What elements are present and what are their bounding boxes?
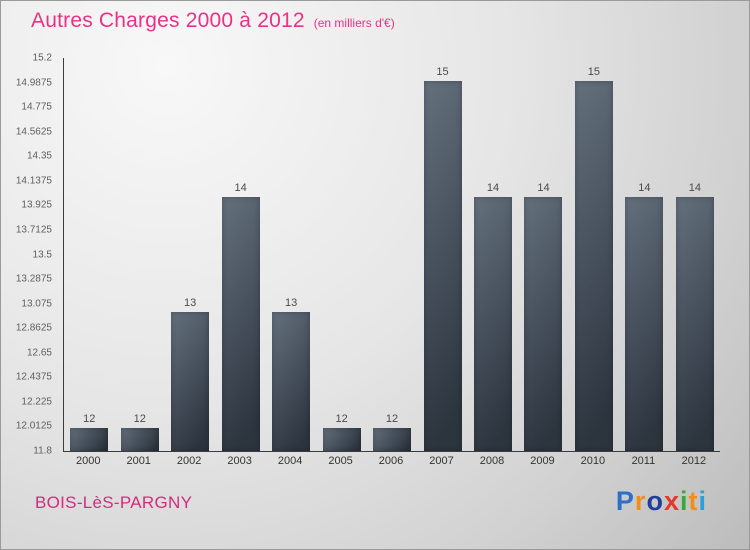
bar-slot: 14 — [670, 58, 720, 451]
y-tick-label: 14.775 — [21, 101, 52, 113]
x-tick-label: 2011 — [631, 455, 656, 467]
bar-slot: 12 — [64, 58, 114, 451]
bar-slot: 12 — [367, 58, 417, 451]
bar-slot: 12 — [316, 58, 366, 451]
bar-value-label: 13 — [184, 297, 197, 310]
bar — [171, 312, 210, 451]
y-tick-label: 13.075 — [21, 298, 52, 310]
x-tick-label: 2010 — [580, 455, 606, 467]
bar-slot: 13 — [165, 58, 215, 451]
logo-letter: t — [688, 486, 699, 516]
x-tick-label: 2003 — [227, 455, 252, 467]
bar-slot: 12 — [114, 58, 164, 451]
bar-slot: 14 — [518, 58, 568, 451]
bar — [120, 427, 159, 451]
bar — [70, 427, 109, 451]
bar-value-label: 12 — [335, 412, 348, 425]
chart-header: Autres Charges 2000 à 2012 (en milliers … — [31, 9, 395, 33]
logo-letter: P — [615, 486, 635, 516]
x-tick-label: 2005 — [328, 455, 353, 467]
bar-value-label: 14 — [234, 181, 247, 194]
x-tick-label: 2004 — [277, 455, 303, 467]
x-tick-label: 2009 — [530, 455, 555, 467]
plot-area: 12 12 13 14 13 12 12 15 14 14 15 14 14 — [63, 58, 720, 452]
y-tick-label: 11.8 — [33, 445, 52, 457]
y-tick-label: 13.5 — [32, 249, 52, 260]
bar-slot: 15 — [569, 58, 619, 451]
x-axis-labels: 2000 2001 2002 2003 2004 2005 2006 2007 2008 2009… — [63, 455, 719, 467]
chart-subtitle: (en milliers d'€) — [313, 16, 395, 30]
bar — [524, 196, 563, 451]
logo-letter: x — [663, 486, 680, 516]
bar — [625, 196, 664, 451]
x-tick-label: 2001 — [126, 455, 151, 467]
bar-slot: 14 — [619, 58, 669, 451]
bar-value-label: 15 — [587, 66, 601, 79]
bar-value-label: 14 — [638, 181, 651, 194]
location-label: BOIS-LèS-PARGNY — [35, 493, 193, 512]
logo-letter: i — [679, 486, 689, 516]
bar-slot: 15 — [417, 58, 467, 451]
bar-value-label: 14 — [537, 181, 550, 194]
proxiti-logo: Proxiti — [616, 486, 707, 517]
bar-slot: 14 — [215, 58, 265, 451]
bar-value-label: 12 — [83, 412, 96, 425]
x-tick-label: 2012 — [681, 455, 707, 467]
bar-value-label: 13 — [284, 297, 298, 310]
bar — [322, 427, 361, 451]
bar — [221, 196, 260, 451]
logo-letter: r — [634, 486, 647, 516]
x-tick-label: 2000 — [75, 455, 101, 467]
bar-value-label: 15 — [436, 66, 449, 79]
bar-value-label: 14 — [688, 181, 701, 194]
bar — [272, 312, 311, 451]
y-tick-label: 14.5625 — [15, 126, 52, 138]
bar — [473, 196, 512, 451]
bar-value-label: 12 — [133, 412, 146, 425]
bar-slot: 13 — [266, 58, 316, 451]
y-tick-label: 14.35 — [26, 150, 52, 162]
x-tick-label: 2008 — [479, 455, 505, 467]
logo-letter: o — [646, 486, 664, 516]
y-tick-label: 15.2 — [32, 52, 52, 64]
y-tick-label: 13.925 — [21, 199, 52, 211]
chart-title: Autres Charges 2000 à 2012 — [31, 9, 305, 32]
y-tick-label: 14.1375 — [15, 175, 52, 187]
bar-slot: 14 — [468, 58, 518, 451]
y-tick-label: 12.8625 — [15, 322, 52, 334]
logo-letter: i — [698, 486, 707, 516]
bars: 12 12 13 14 13 12 12 15 14 14 15 14 14 — [64, 58, 720, 451]
x-tick-label: 2007 — [429, 455, 454, 467]
bar — [373, 427, 412, 451]
y-tick-label: 13.7125 — [15, 224, 52, 236]
y-tick-label: 12.225 — [21, 396, 52, 408]
x-tick-label: 2006 — [378, 455, 404, 467]
x-tick-label: 2002 — [176, 455, 202, 467]
bar — [423, 81, 462, 451]
bar-value-label: 14 — [486, 181, 500, 194]
bar-value-label: 12 — [385, 412, 399, 425]
bar — [574, 81, 613, 451]
bar — [675, 196, 714, 451]
y-tick-label: 12.4375 — [15, 371, 52, 383]
y-tick-label: 12.65 — [26, 347, 52, 359]
y-tick-label: 13.2875 — [15, 273, 52, 285]
y-axis-labels: 15.2 14.9875 14.775 14.5625 14.35 14.1375 13.9… — [1, 53, 59, 457]
y-tick-label: 12.0125 — [15, 420, 52, 432]
y-tick-label: 14.9875 — [15, 77, 52, 89]
